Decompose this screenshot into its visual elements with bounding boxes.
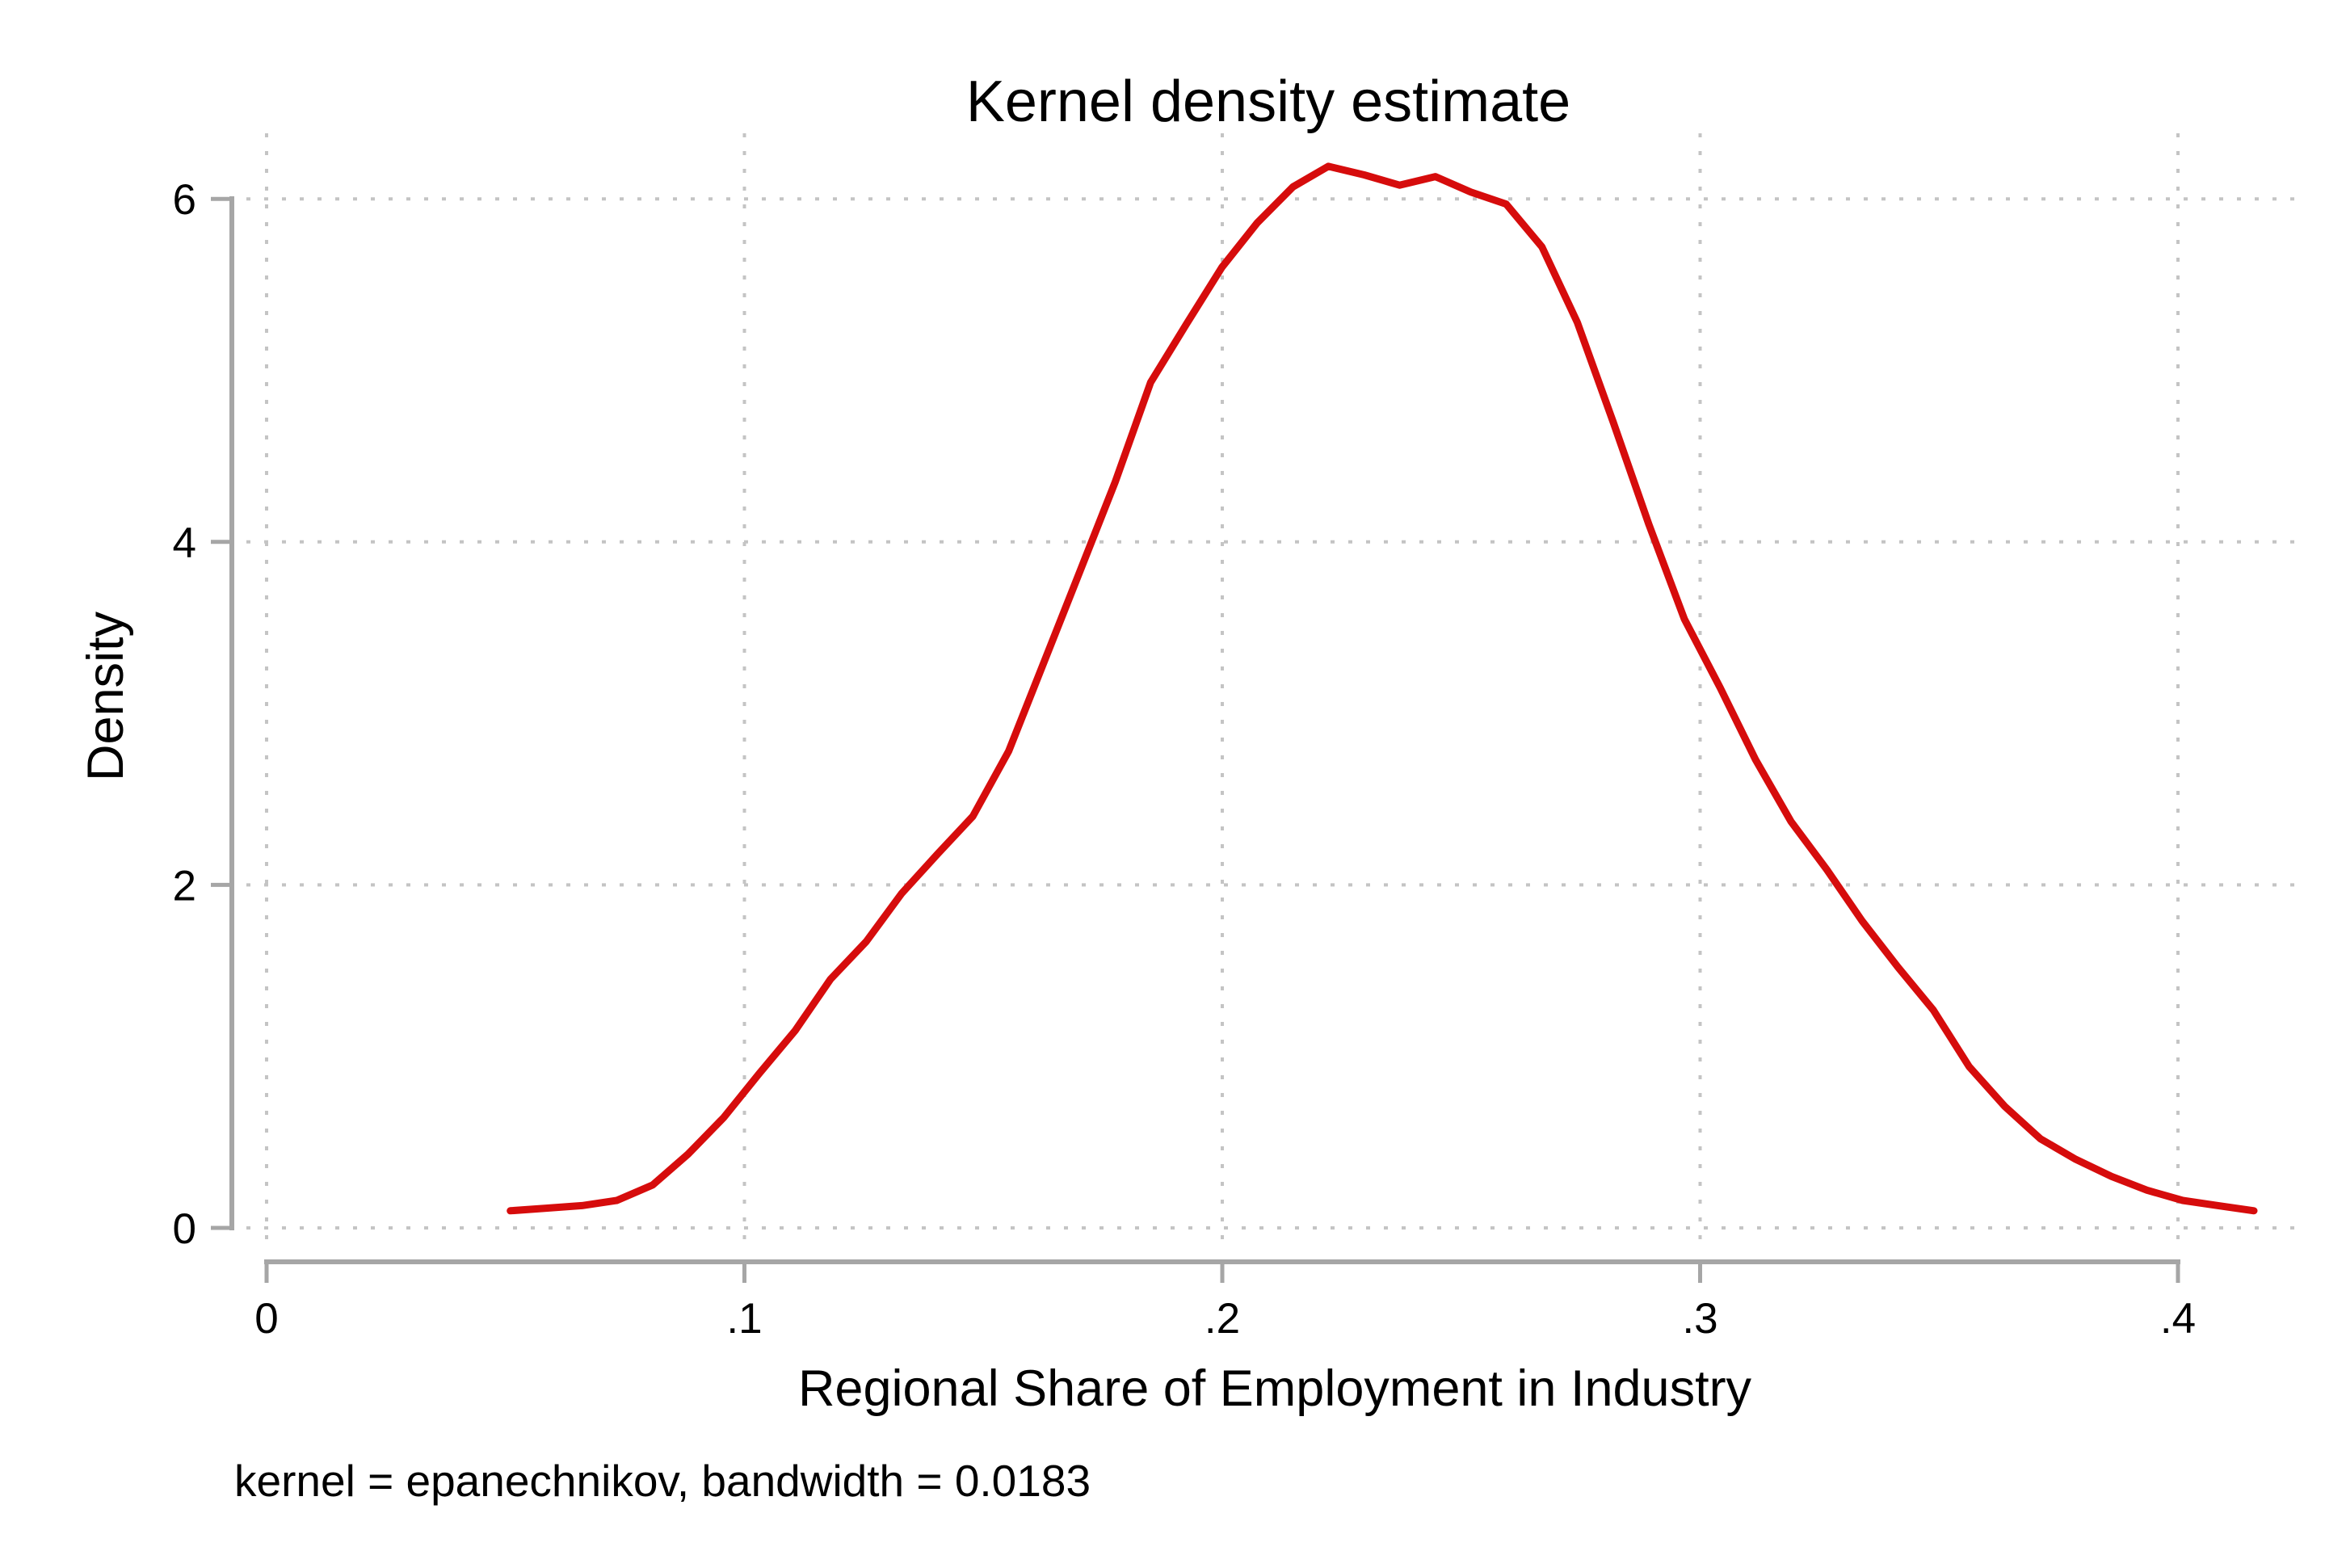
x-tick-label: .4 — [2160, 1295, 2196, 1343]
axes-layer: 0 2 4 6 0 .1 .2 .3 .4 — [173, 176, 2197, 1343]
footnote: kernel = epanechnikov, bandwidth = 0.018… — [234, 1456, 1091, 1506]
y-tick-label: 2 — [173, 862, 196, 910]
x-tick-label: .3 — [1682, 1295, 1717, 1343]
kde-curve — [507, 162, 2258, 1215]
x-tick-label: 0 — [254, 1295, 278, 1343]
y-axis-title: Density — [78, 611, 134, 781]
y-tick-label: 4 — [173, 519, 196, 567]
x-tick-label: .1 — [726, 1295, 762, 1343]
gridlines-layer — [246, 133, 2294, 1251]
x-tick-label: .2 — [1205, 1295, 1240, 1343]
plot-title: Kernel density estimate — [966, 69, 1570, 134]
x-axis-title: Regional Share of Employment in Industry — [798, 1360, 1752, 1417]
curve-layer — [507, 162, 2258, 1215]
y-tick-label: 0 — [173, 1205, 196, 1253]
y-tick-label: 6 — [173, 176, 196, 224]
